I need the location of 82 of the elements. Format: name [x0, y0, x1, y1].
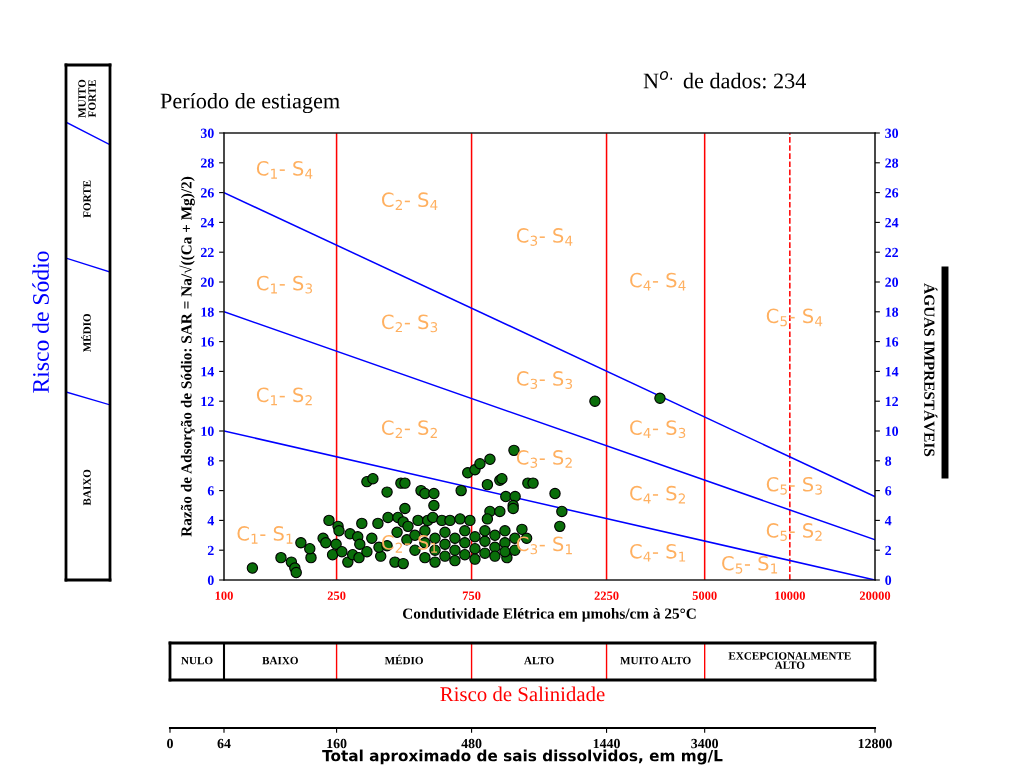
y-tick-label: 8 — [207, 456, 214, 466]
text: MUITO ALTO — [620, 656, 691, 665]
y-tick-label: 0 — [207, 575, 214, 585]
annotation: C$_{5}$- S$_{1}$ — [722, 555, 778, 574]
text: 64 — [217, 738, 231, 749]
annotation: C$_{1}$- S$_{3}$ — [256, 275, 313, 294]
y-tick-label: 28 — [200, 158, 214, 168]
y2-tick-label: 0 — [885, 575, 892, 585]
text: Risco de Salinidade — [440, 686, 605, 702]
text: Risco de Sódio — [32, 251, 49, 393]
y2-tick-label: 8 — [885, 456, 892, 466]
text: MÉDIO — [384, 654, 423, 665]
y-tick-label: 26 — [200, 188, 214, 198]
text: 160 — [327, 738, 347, 749]
y-tick-label: 16 — [201, 337, 214, 347]
text: 3400 — [691, 738, 719, 749]
y-tick-label: 2 — [207, 545, 214, 556]
x-tick-label: 10000 — [775, 591, 805, 600]
x-tick-label: 20000 — [859, 591, 891, 600]
annotation: C$_{3}$- S$_{2}$ — [516, 450, 572, 468]
y2-tick-label: 16 — [885, 337, 899, 347]
text: 1440 — [593, 738, 620, 749]
y-tick-label: 22 — [200, 247, 214, 258]
annotation: C$_{1}$- S$_{1}$ — [237, 526, 293, 544]
annotation: C$_{5}$- S$_{2}$ — [766, 523, 822, 541]
text: Total aproximado de sais dissolvidos, em mg/L — [322, 749, 723, 765]
y-tick-label: 10 — [201, 426, 214, 436]
y2-tick-label: 24 — [885, 218, 899, 228]
text: 12800 — [858, 738, 892, 749]
text: N$^{o.}$ de dados: 234 — [643, 71, 807, 89]
x-axis-title: Condutividade Elétrica em µmohs/cm à 25°C — [402, 608, 696, 622]
y-tick-label: 4 — [207, 516, 215, 526]
annotation: C$_{3}$- S$_{4}$ — [516, 228, 573, 246]
y-tick-label: 24 — [200, 218, 215, 228]
annotation: C$_{5}$- S$_{4}$ — [766, 308, 823, 327]
annotation: C$_{2}$- S$_{3}$ — [382, 314, 438, 333]
annotation: C$_{2}$- S$_{2}$ — [382, 420, 437, 438]
text: NULO — [181, 656, 213, 665]
x-tick-label: 100 — [215, 591, 233, 600]
annotation: C$_{4}$- S$_{2}$ — [630, 485, 686, 504]
text: ÁGUAS IMPRESTÁVEIS — [924, 283, 938, 457]
text: 480 — [461, 738, 482, 749]
text: MÉDIO — [81, 313, 91, 353]
x-tick-label: 250 — [327, 591, 346, 600]
annotation: C$_{4}$- S$_{1}$ — [630, 543, 686, 562]
y2-tick-label: 4 — [884, 516, 892, 526]
annotation: C$_{2}$- S$_{4}$ — [382, 192, 438, 210]
y-tick-label: 20 — [200, 277, 214, 287]
y2-tick-label: 30 — [885, 128, 899, 138]
annotation: C$_{1}$- S$_{4}$ — [256, 161, 313, 179]
y2-tick-label: 28 — [885, 158, 899, 168]
x-tick-label: 5000 — [692, 591, 717, 600]
x-tick-label: 2250 — [594, 591, 619, 600]
text: BAIXO — [262, 656, 298, 665]
y-tick-label: 6 — [207, 486, 214, 496]
annotation: C$_{1}$- S$_{2}$ — [256, 387, 312, 406]
x-tick-label: 750 — [462, 591, 481, 600]
y-axis-title: Razão de Adsorção de Sódio: SAR = Na/√((Ca + Mg)/2) — [179, 176, 195, 537]
y-tick-label: 18 — [201, 307, 214, 317]
y-tick-label: 30 — [200, 128, 214, 138]
chart-title: Período de estiagem — [160, 92, 340, 114]
y2-tick-label: 10 — [885, 426, 899, 436]
y2-tick-label: 18 — [885, 307, 899, 317]
annotation: C$_{3}$- S$_{3}$ — [516, 371, 573, 389]
text: EXCEPCIONALMENTE ALTO — [728, 652, 851, 669]
y2-tick-label: 14 — [885, 367, 899, 377]
y2-tick-label: 22 — [885, 247, 899, 258]
y2-tick-label: 20 — [885, 277, 899, 287]
y-tick-label: 14 — [201, 367, 215, 377]
annotation: C$_{4}$- S$_{3}$ — [630, 420, 686, 439]
text: BAIXO — [83, 469, 91, 506]
y2-tick-label: 12 — [885, 396, 899, 407]
y2-tick-label: 6 — [885, 486, 892, 496]
text: FORTE — [83, 180, 91, 218]
annotation: C$_{4}$- S$_{4}$ — [630, 272, 686, 291]
text: 0 — [167, 738, 173, 749]
y-tick-label: 12 — [201, 396, 214, 407]
text: MUITO FORTE — [78, 79, 96, 118]
annotation: C$_{5}$- S$_{3}$ — [766, 476, 822, 495]
y2-tick-label: 2 — [885, 545, 892, 556]
y2-tick-label: 26 — [885, 188, 899, 198]
text: ALTO — [524, 656, 554, 665]
